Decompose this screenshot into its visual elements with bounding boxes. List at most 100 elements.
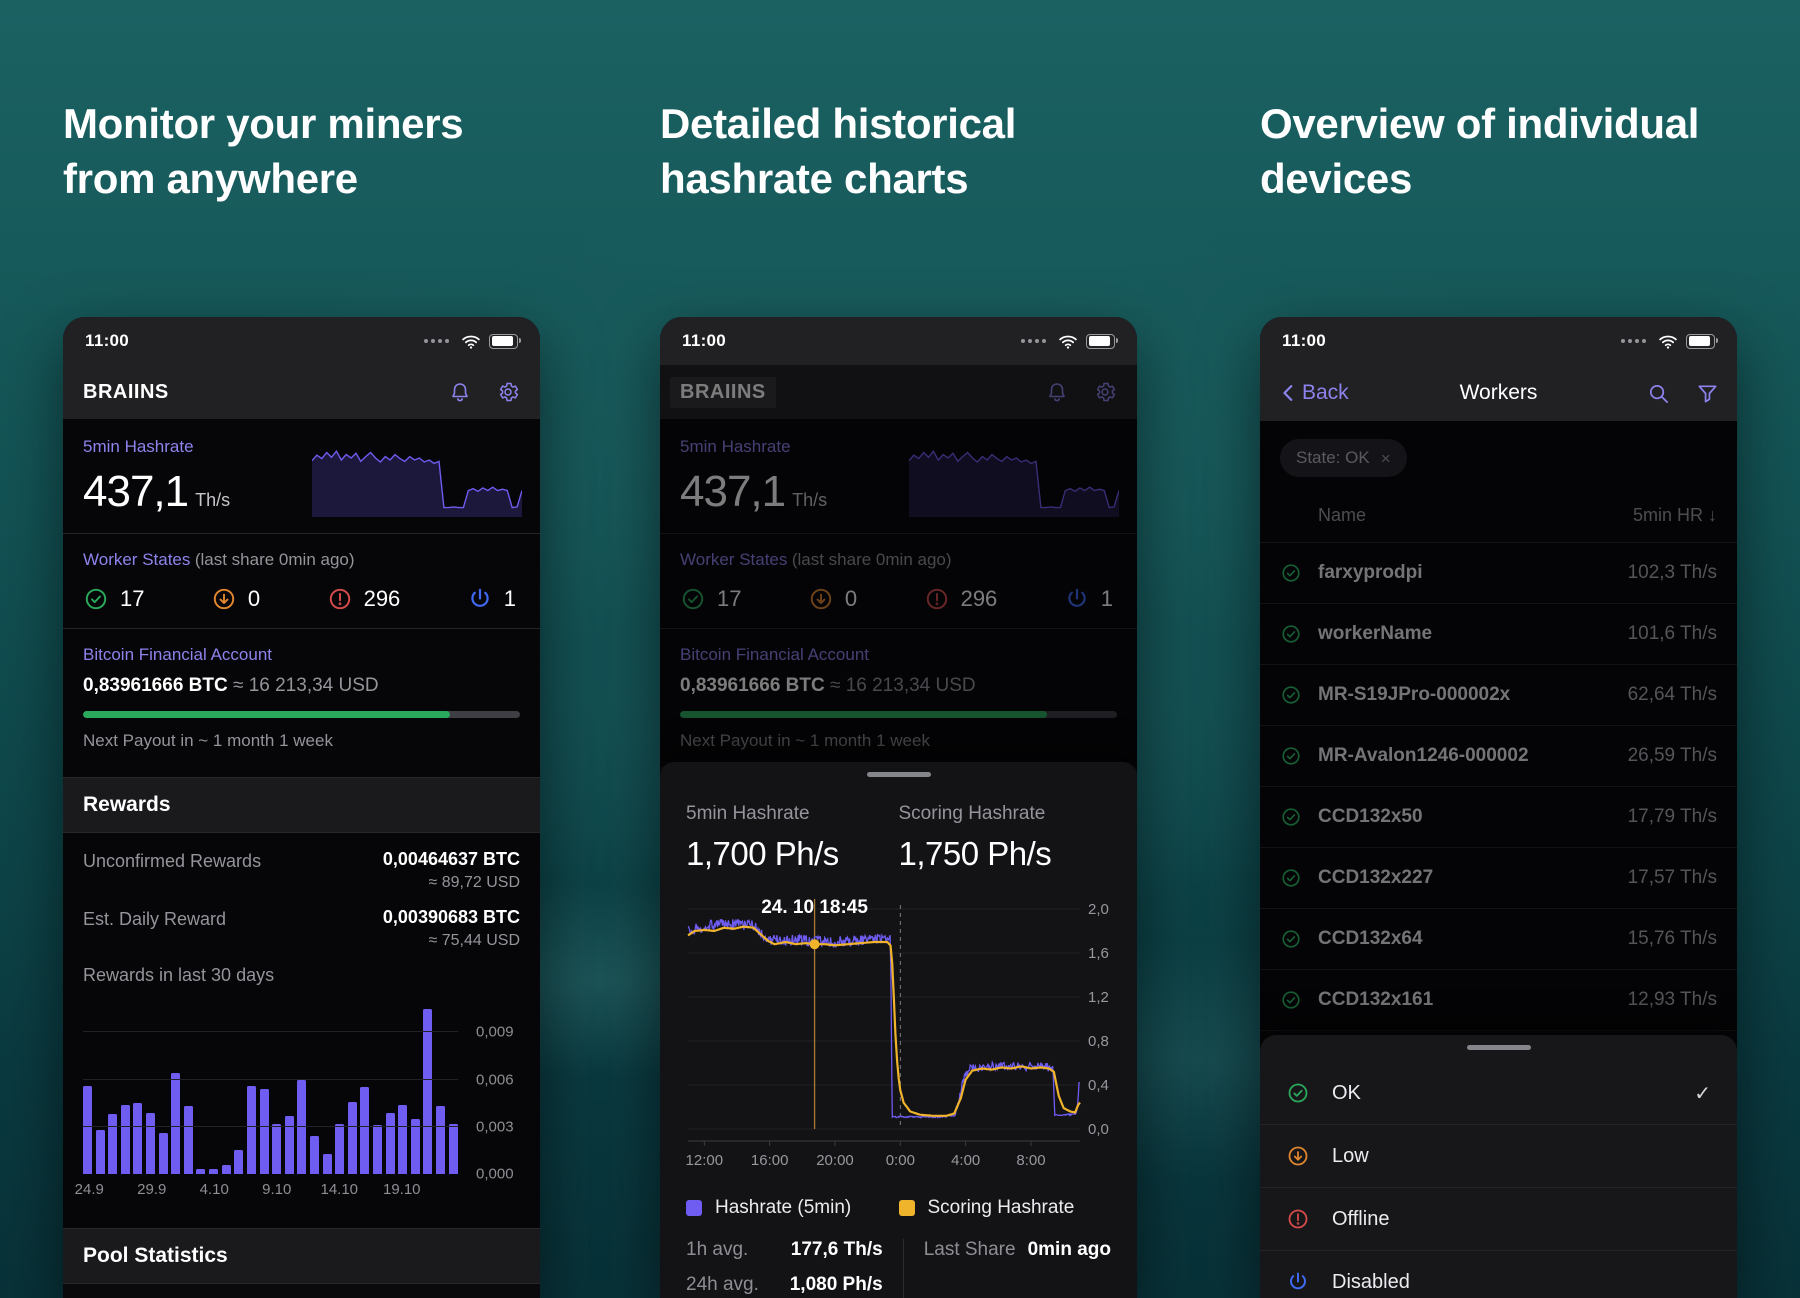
filter-chip-state-ok[interactable]: State: OK ×: [1280, 439, 1407, 477]
reward-bar: [158, 1133, 168, 1174]
state-option-label: OK: [1332, 1081, 1361, 1104]
state-filter-sheet: OK ✓ Low Offline Disabled: [1260, 1035, 1737, 1298]
unconfirmed-rewards-row: Unconfirmed Rewards 0,00464637 BTC ≈ 89,…: [83, 849, 520, 892]
hashrate-card[interactable]: 5min Hashrate 437,1 Th/s: [63, 419, 540, 533]
state-option-low[interactable]: Low: [1260, 1125, 1737, 1188]
hashrate-history-chart[interactable]: 24. 10 18:45 0,0 0,4 0,8 1,2 1,6 2,0 12:00 16:0…: [660, 897, 1137, 1195]
low-icon: [211, 586, 237, 612]
chart-tooltip-timestamp: 24. 10 18:45: [761, 897, 868, 918]
reward-bar: [196, 1169, 206, 1174]
worker-row[interactable]: CCD132x50 17,79 Th/s: [1260, 787, 1737, 848]
wifi-icon: [1659, 335, 1677, 349]
gridline: [83, 1125, 458, 1127]
hashrate-unit: Th/s: [195, 490, 231, 510]
worker-row[interactable]: workerName 101,6 Th/s: [1260, 604, 1737, 665]
wifi-icon: [1059, 335, 1077, 349]
pool-statistics-header: Pool Statistics: [63, 1228, 540, 1284]
workers-table-header: Name 5min HR ↓: [1260, 501, 1737, 543]
phone1-body: 5min Hashrate 437,1 Th/s Worker States (…: [63, 419, 540, 1284]
worker-row[interactable]: CCD132x227 17,57 Th/s: [1260, 848, 1737, 909]
phone-dashboard: 11:00 BRAIINS: [63, 317, 540, 1298]
payout-progress-bar: [83, 711, 520, 718]
y-tick-label: 2,0: [1088, 901, 1109, 918]
ok-icon: [1280, 562, 1302, 584]
y-tick-label: 0,006: [476, 1071, 514, 1089]
search-icon[interactable]: [1647, 382, 1670, 405]
worker-hashrate: 17,79 Th/s: [1627, 806, 1717, 827]
x-tick-label: 8:00: [1016, 1152, 1045, 1167]
state-option-ok[interactable]: OK ✓: [1260, 1062, 1737, 1125]
x-tick-label: 9.10: [262, 1181, 292, 1198]
worker-state-ok: 17: [83, 586, 144, 612]
heading-historical: Detailed historical hashrate charts: [660, 100, 1017, 203]
reward-bar: [385, 1112, 395, 1174]
x-tick-label: 19.10: [382, 1181, 421, 1198]
disabled-icon: [1286, 1270, 1310, 1294]
worker-name: CCD132x64: [1318, 928, 1423, 949]
reward-bar: [410, 1118, 420, 1174]
scoring-hashrate-line: [687, 925, 1081, 1117]
reward-bar: [171, 1073, 181, 1174]
reward-bar: [120, 1104, 130, 1174]
stat-last-share: Last Share 0min ago: [924, 1239, 1111, 1261]
low-count: 0: [247, 586, 261, 611]
chart-legend: Hashrate (5min) Scoring Hashrate: [660, 1197, 1137, 1219]
worker-row[interactable]: MR-S19JPro-000002x 62,64 Th/s: [1260, 665, 1737, 726]
hashrate-sparkline-chart: [312, 449, 522, 517]
page-title: Workers: [1459, 381, 1538, 404]
reward-bar: [347, 1101, 357, 1174]
rewards-section: Unconfirmed Rewards 0,00464637 BTC ≈ 89,…: [63, 833, 540, 1214]
x-tick-label: 12:00: [686, 1152, 724, 1167]
close-icon[interactable]: ×: [1380, 448, 1391, 468]
financial-account-section[interactable]: Bitcoin Financial Account 0,83961666 BTC…: [63, 628, 540, 767]
ok-icon: [1280, 989, 1302, 1011]
state-option-offline[interactable]: Offline: [1260, 1188, 1737, 1251]
workers-table: farxyprodpi 102,3 Th/s workerName 101,6 …: [1260, 543, 1737, 1031]
filter-icon[interactable]: [1696, 382, 1719, 405]
tooltip-dot: [809, 939, 820, 950]
bell-icon[interactable]: [448, 380, 472, 404]
status-bar: 11:00: [660, 317, 1137, 365]
column-header-hashrate[interactable]: 5min HR ↓: [1632, 505, 1717, 525]
reward-bar: [360, 1087, 370, 1174]
sheet-5min-value: 1,700 Ph/s: [686, 835, 839, 872]
x-tick-label: 0:00: [886, 1152, 915, 1167]
worker-name: CCD132x50: [1318, 806, 1423, 827]
worker-row[interactable]: CCD132x161 12,93 Th/s: [1260, 970, 1737, 1031]
state-option-label: Disabled: [1332, 1270, 1410, 1293]
drag-handle[interactable]: [1466, 1045, 1531, 1050]
state-option-disabled[interactable]: Disabled: [1260, 1251, 1737, 1298]
column-header-name[interactable]: Name: [1318, 505, 1367, 525]
worker-hashrate: 15,76 Th/s: [1627, 928, 1717, 949]
worker-states-section[interactable]: Worker States (last share 0min ago) 17 0…: [63, 533, 540, 628]
worker-row[interactable]: MR-Avalon1246-000002 26,59 Th/s: [1260, 726, 1737, 787]
payout-progress-fill: [83, 711, 451, 718]
battery-icon: [1686, 333, 1718, 349]
hashrate-value: 437,1: [83, 467, 189, 516]
back-button[interactable]: Back: [1278, 381, 1349, 405]
cellular-dots-icon: [424, 339, 449, 343]
sheet-5min-hashrate: 5min Hashrate 1,700 Ph/s: [686, 803, 899, 873]
sheet-5min-label: 5min Hashrate: [686, 803, 810, 824]
drag-handle[interactable]: [866, 772, 931, 777]
ok-icon: [1286, 1081, 1310, 1105]
offline-icon: [327, 586, 353, 612]
reward-bar: [284, 1115, 294, 1174]
stat-1h-avg: 1h avg. 177,6 Th/s: [686, 1239, 883, 1261]
worker-name: CCD132x161: [1318, 989, 1434, 1010]
reward-bar: [297, 1079, 307, 1174]
worker-name: MR-Avalon1246-000002: [1318, 745, 1529, 766]
low-icon: [1286, 1144, 1310, 1168]
worker-row[interactable]: CCD132x64 15,76 Th/s: [1260, 909, 1737, 970]
worker-hashrate: 101,6 Th/s: [1627, 623, 1717, 644]
usd-balance: ≈ 16 213,34 USD: [233, 675, 379, 696]
y-tick-label: 0,0: [1088, 1121, 1109, 1138]
worker-state-disabled: 1: [467, 586, 516, 612]
worker-row[interactable]: farxyprodpi 102,3 Th/s: [1260, 543, 1737, 604]
reward-bar: [146, 1112, 156, 1174]
reward-bar: [259, 1089, 269, 1174]
gear-icon[interactable]: [496, 380, 520, 404]
worker-name: workerName: [1318, 623, 1433, 644]
reward-bar: [272, 1123, 282, 1174]
